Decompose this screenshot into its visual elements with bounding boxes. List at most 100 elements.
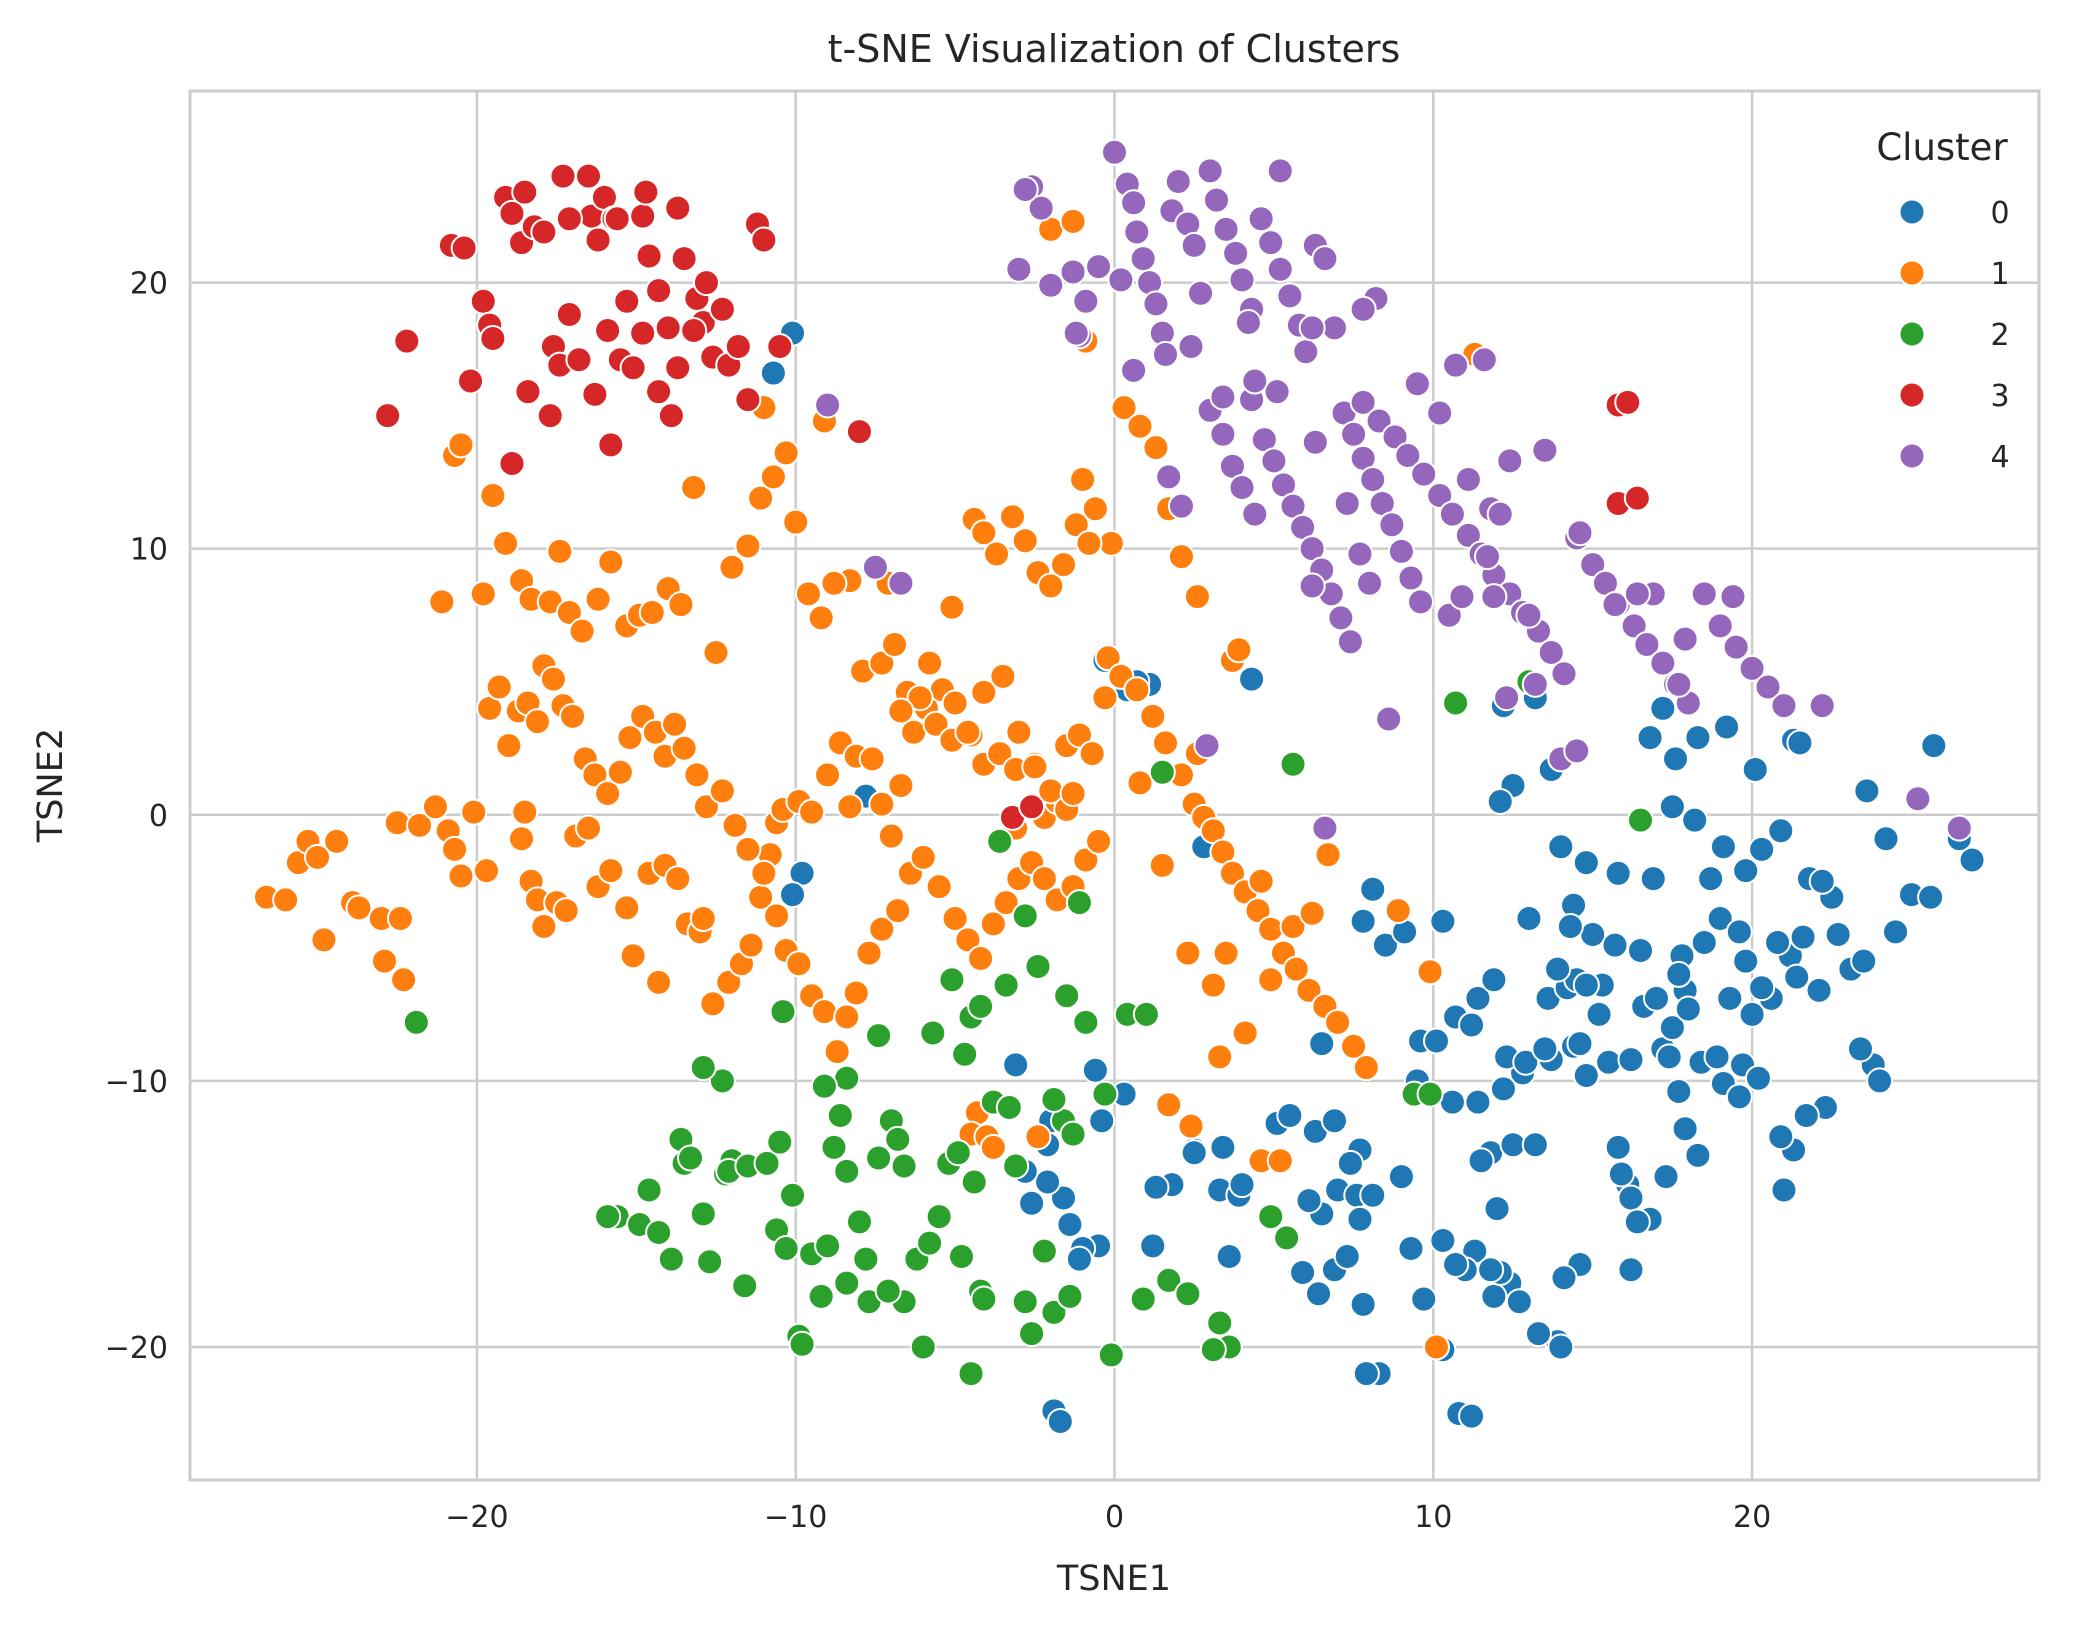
cluster-1-point <box>568 617 596 645</box>
cluster-1-point <box>794 580 822 608</box>
cluster-4-point <box>1426 481 1454 509</box>
cluster-1-point <box>272 886 300 914</box>
cluster-1-point <box>1152 729 1180 757</box>
cluster-1-point <box>447 862 475 890</box>
cluster-1-point <box>447 431 475 459</box>
cluster-1-point <box>495 732 523 760</box>
cluster-4-point <box>1356 569 1384 597</box>
cluster-0-point <box>1658 1014 1686 1042</box>
cluster-4-point <box>1566 519 1594 547</box>
cluster-0-point <box>1655 1043 1683 1071</box>
cluster-4-point <box>1486 500 1514 528</box>
cluster-0-point <box>1652 1163 1680 1191</box>
cluster-3-point <box>469 287 497 315</box>
x-tick-label: 0 <box>1105 1500 1124 1535</box>
cluster-2-point <box>810 1072 838 1100</box>
cluster-1-point <box>638 599 666 627</box>
cluster-4-point <box>1515 601 1543 629</box>
cluster-4-point <box>1442 351 1470 379</box>
cluster-1-point <box>523 708 551 736</box>
cluster-1-point <box>1218 859 1246 887</box>
cluster-0-point <box>1958 846 1986 874</box>
cluster-3-point <box>613 287 641 315</box>
cluster-2-point <box>1056 1282 1084 1310</box>
cluster-1-point <box>508 825 536 853</box>
cluster-3-point <box>708 295 736 323</box>
cluster-1-point <box>970 678 998 706</box>
cluster-2-point <box>1148 758 1176 786</box>
cluster-1-point <box>1384 897 1412 925</box>
cluster-4-point <box>1234 309 1262 336</box>
cluster-4-point <box>1365 407 1393 435</box>
x-tick-label: −20 <box>445 1500 508 1535</box>
cluster-2-point <box>1155 1266 1183 1294</box>
legend-label-2: 2 <box>1990 318 2009 353</box>
cluster-4-point <box>1142 290 1170 318</box>
cluster-2-point <box>845 1208 873 1236</box>
cluster-4-point <box>1346 540 1374 568</box>
cluster-2-point <box>1627 806 1655 834</box>
cluster-0-point <box>1671 1115 1699 1143</box>
cluster-0-point <box>1346 1205 1374 1233</box>
cluster-0-point <box>1805 976 1833 1004</box>
x-tick-label: 20 <box>1733 1500 1771 1535</box>
cluster-2-point <box>1199 1336 1227 1364</box>
cluster-4-point <box>1193 732 1221 760</box>
cluster-4-point <box>1649 649 1677 677</box>
cluster-2-point <box>820 1133 848 1161</box>
cluster-2-point <box>874 1277 902 1305</box>
cluster-1-point <box>323 827 351 855</box>
cluster-0-point <box>1623 1208 1651 1236</box>
cluster-0-point <box>1725 918 1753 946</box>
cluster-4-point <box>1623 580 1651 608</box>
cluster-0-point <box>1617 1184 1645 1212</box>
cluster-0-point <box>1732 857 1760 885</box>
cluster-1-point <box>938 593 966 621</box>
cluster-1-point <box>708 777 736 805</box>
cluster-0-point <box>1422 1027 1450 1055</box>
cluster-1-point <box>546 537 574 565</box>
cluster-1-point <box>1021 753 1049 781</box>
legend-marker-0 <box>1898 198 1926 226</box>
cluster-3-point <box>374 402 402 430</box>
cluster-1-point <box>383 809 411 837</box>
cluster-2-point <box>753 1149 781 1177</box>
cluster-4-point <box>1311 814 1339 842</box>
cluster-4-point <box>1722 633 1750 661</box>
cluster-4-point <box>1187 279 1215 307</box>
cluster-4-point <box>1336 628 1364 656</box>
cluster-1-point <box>798 798 826 826</box>
cluster-0-point <box>1649 694 1677 722</box>
cluster-4-point <box>1222 239 1250 267</box>
cluster-1-point <box>390 966 418 994</box>
cluster-1-point <box>1091 684 1119 712</box>
cluster-2-point <box>1091 1080 1119 1108</box>
cluster-4-point <box>1754 673 1782 701</box>
cluster-0-point <box>1547 833 1575 861</box>
cluster-0-point <box>1359 875 1387 903</box>
cluster-4-point <box>1945 814 1973 842</box>
cluster-1-point <box>613 894 641 922</box>
cluster-2-point <box>1040 1085 1068 1113</box>
cluster-1-point <box>689 905 717 933</box>
cluster-4-point <box>1155 463 1183 491</box>
cluster-2-point <box>951 1040 979 1068</box>
cluster-1-point <box>721 811 749 839</box>
cluster-4-point <box>1072 287 1100 315</box>
cluster-3-point <box>645 277 673 305</box>
cluster-4-point <box>1196 157 1224 185</box>
cluster-3-point <box>629 202 657 230</box>
cluster-4-point <box>1397 564 1425 592</box>
cluster-0-point <box>1349 907 1377 935</box>
cluster-0-point <box>1585 1000 1613 1028</box>
cluster-0-point <box>1349 1290 1377 1318</box>
legend-marker-4 <box>1898 442 1926 470</box>
cluster-0-point <box>1741 756 1769 784</box>
cluster-4-point <box>814 391 842 419</box>
cluster-3-point <box>1018 793 1046 821</box>
cluster-0-point <box>1824 921 1852 949</box>
cluster-0-point <box>1371 931 1399 959</box>
cluster-0-point <box>1579 921 1607 949</box>
cluster-4-point <box>1005 255 1033 283</box>
cluster-0-point <box>1627 936 1655 964</box>
